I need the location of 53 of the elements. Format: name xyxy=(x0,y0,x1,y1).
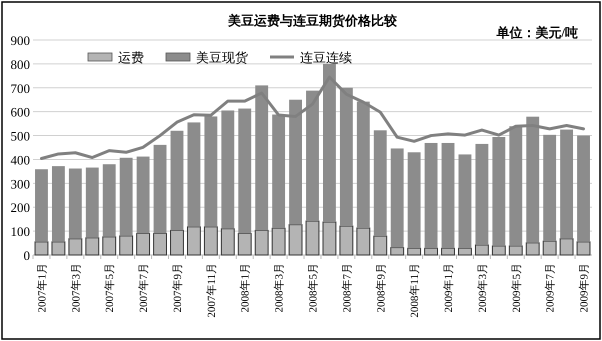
bar xyxy=(390,148,404,248)
x-tick-label: 2008年1月 xyxy=(240,263,252,312)
bar xyxy=(187,122,200,227)
bar xyxy=(374,130,387,236)
bar xyxy=(170,130,184,230)
x-tick-label: 2008年11月 xyxy=(409,263,422,318)
x-tick-label: 2008年9月 xyxy=(375,263,388,312)
bar xyxy=(238,108,252,234)
y-tick-label: 400 xyxy=(10,152,30,168)
text: 单位：美元/吨 xyxy=(495,25,578,40)
bar xyxy=(120,158,133,236)
x-tick-label: 2007年1月 xyxy=(36,263,48,312)
x-tick-label: 2009年5月 xyxy=(510,263,523,312)
bar xyxy=(221,110,234,229)
bar xyxy=(136,156,150,234)
bar xyxy=(577,136,590,242)
x-tick-label: 2009年3月 xyxy=(476,263,489,312)
y-tick-label: 100 xyxy=(10,224,30,240)
bar xyxy=(442,142,454,248)
bar xyxy=(35,169,48,242)
y-tick-label: 0 xyxy=(24,248,30,263)
bar xyxy=(543,134,556,242)
x-tick-label: 2008年5月 xyxy=(308,263,320,312)
bar xyxy=(102,164,116,237)
x-tick-label: 2007年11月 xyxy=(206,263,218,318)
x-tick-label: 2008年7月 xyxy=(341,263,354,312)
x-tick-label: 2007年7月 xyxy=(138,263,150,312)
y-tick-label: 800 xyxy=(10,56,30,72)
bar xyxy=(424,142,438,248)
bar xyxy=(154,144,166,234)
y-tick-label: 300 xyxy=(10,176,30,192)
bar xyxy=(68,168,82,239)
y-tick-label: 200 xyxy=(10,200,30,216)
x-tick-label: 2008年3月 xyxy=(274,263,286,312)
x-tick-label: 2007年9月 xyxy=(172,263,184,312)
legend-label: 连豆连续 xyxy=(300,50,352,65)
legend-label: 美豆现货 xyxy=(196,50,248,65)
bar xyxy=(458,154,472,248)
legend-label: 运费 xyxy=(118,50,144,65)
bar xyxy=(52,166,65,242)
y-tick-label: 900 xyxy=(10,33,30,48)
y-tick-label: 600 xyxy=(10,104,30,120)
bar xyxy=(475,144,488,245)
x-tick-label: 2009年9月 xyxy=(578,263,591,312)
x-tick-label: 2007年3月 xyxy=(70,263,82,312)
bar xyxy=(86,168,99,238)
y-tick-label: 700 xyxy=(10,80,30,96)
chart-title: 美豆运费与连豆期货价格比较 xyxy=(227,13,398,28)
bar xyxy=(408,152,421,248)
y-tick-label: 500 xyxy=(10,128,30,144)
x-tick-label: 2007年5月 xyxy=(104,263,116,312)
x-tick-label: 2009年1月 xyxy=(443,263,456,312)
x-tick-label: 2009年7月 xyxy=(544,263,557,312)
